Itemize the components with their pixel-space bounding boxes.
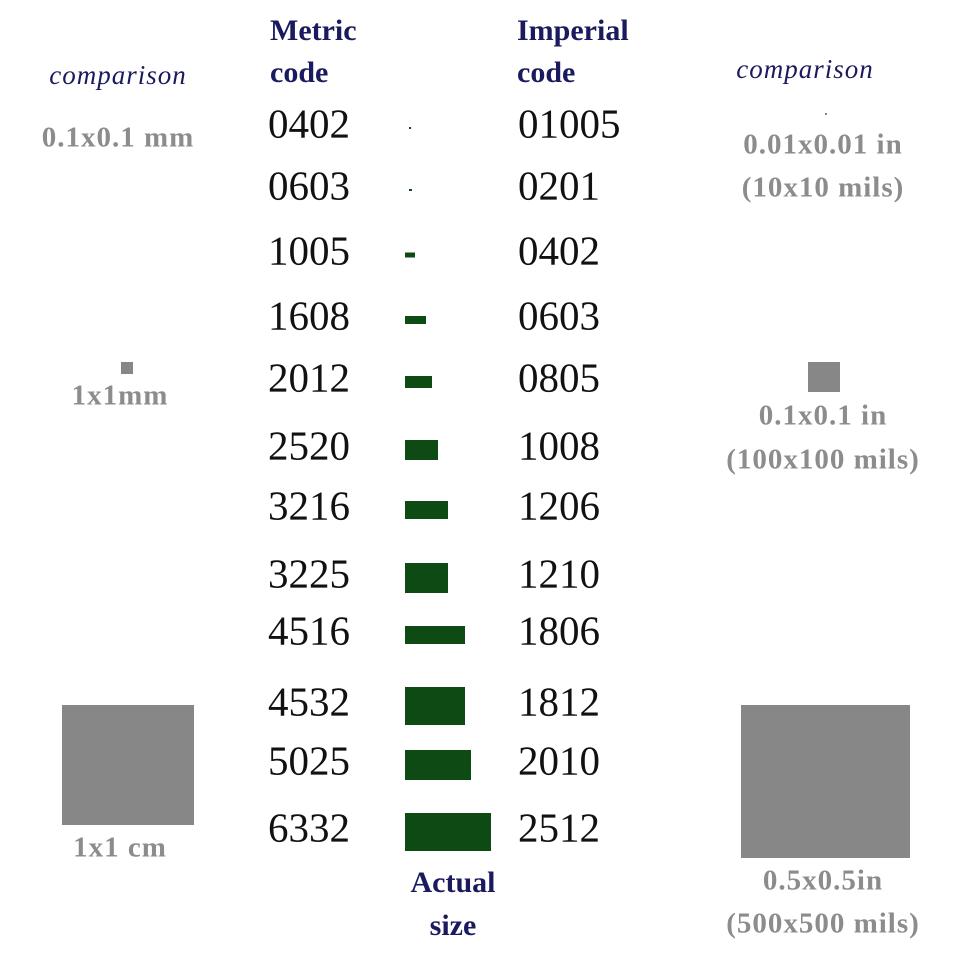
component-chip (405, 440, 438, 460)
imperial-code: 1206 (518, 482, 600, 528)
imperial-code: 0402 (518, 227, 600, 273)
component-chip (405, 252, 415, 258)
right-comparison-title: comparison (736, 54, 874, 84)
imperial-code: 0603 (518, 292, 600, 338)
component-chip (405, 813, 491, 851)
left-label: 0.1x0.1 mm (42, 122, 195, 154)
component-chip (405, 687, 465, 725)
metric-code: 4516 (268, 607, 350, 653)
ref-square (825, 113, 827, 115)
imperial-header: Imperial (517, 14, 629, 47)
imperial-code: 0805 (518, 354, 600, 400)
imperial-code: 0201 (518, 162, 600, 208)
right-label: 0.1x0.1 in (759, 400, 887, 432)
imperial-code: 01005 (518, 100, 621, 146)
ref-square (741, 705, 910, 858)
ref-square (808, 362, 840, 392)
component-chip (409, 189, 412, 191)
imperial-code: 1210 (518, 550, 600, 596)
component-chip (405, 501, 448, 519)
imperial-code: 1806 (518, 607, 600, 653)
right-label: 0.5x0.5in (763, 865, 883, 897)
imperial-header: code (517, 56, 575, 89)
component-chip (405, 376, 432, 388)
actual-size-header: size (430, 909, 477, 942)
metric-header: Metric (270, 14, 357, 47)
imperial-code: 2512 (518, 804, 600, 850)
component-chip (405, 626, 465, 644)
left-label: 1x1 cm (73, 832, 167, 864)
metric-code: 5025 (268, 737, 350, 783)
left-label: 1x1mm (72, 380, 169, 412)
right-label: 0.01x0.01 in (743, 129, 902, 161)
left-comparison-title: comparison (49, 60, 187, 90)
metric-code: 6332 (268, 804, 350, 850)
metric-code: 3216 (268, 482, 350, 528)
component-chip (405, 750, 471, 780)
imperial-code: 1812 (518, 678, 600, 724)
metric-code: 3225 (268, 550, 350, 596)
actual-size-header: Actual (411, 866, 496, 899)
right-label: (10x10 mils) (742, 172, 905, 204)
ref-square (121, 362, 133, 374)
metric-code: 2012 (268, 354, 350, 400)
ref-square (62, 705, 194, 825)
metric-header: code (270, 56, 328, 89)
metric-code: 1005 (268, 227, 350, 273)
right-label: (500x500 mils) (726, 908, 920, 940)
rows: 0402 01005 0603 0201 1005 0402 1608 0603 2012 080… (268, 100, 621, 851)
imperial-code: 1008 (518, 422, 600, 468)
metric-code: 1608 (268, 292, 350, 338)
metric-code: 0402 (268, 100, 350, 146)
component-chip (405, 316, 426, 324)
imperial-code: 2010 (518, 737, 600, 783)
component-chip (405, 563, 448, 593)
metric-code: 0603 (268, 162, 350, 208)
metric-code: 4532 (268, 678, 350, 724)
right-label: (100x100 mils) (726, 444, 920, 476)
metric-code: 2520 (268, 422, 350, 468)
component-chip (409, 127, 411, 129)
